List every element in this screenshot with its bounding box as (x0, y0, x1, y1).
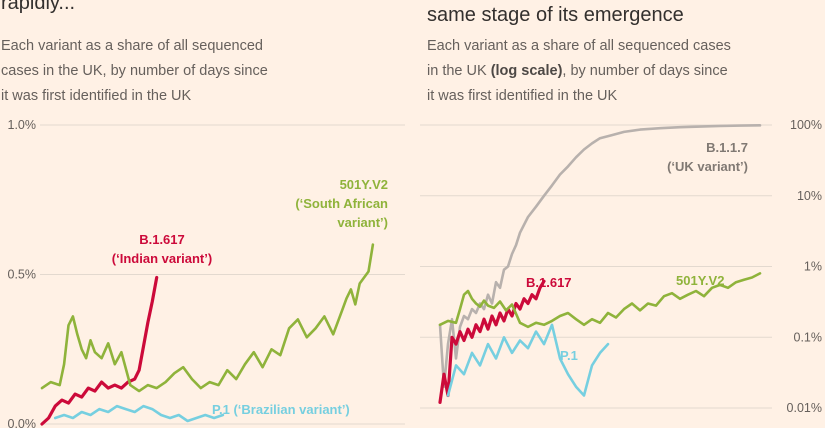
series-label: (‘Indian variant’) (112, 251, 212, 266)
y-tick-label: 0.01% (787, 401, 822, 415)
series-label: 501Y.V2 (340, 177, 388, 192)
left-panel: rapidly... Each variant as a share of al… (0, 0, 410, 428)
series-line-501y-v2 (438, 272, 762, 329)
right-subtitle-text: , by number of days since (562, 63, 728, 79)
series-label: B.1.617 (139, 232, 185, 247)
series-label: B.1.617 (526, 275, 572, 290)
left-subtitle-line: Each variant as a share of all sequenced (1, 38, 263, 54)
series-label: (‘UK variant’) (667, 159, 748, 174)
series-label: 501Y.V2 (676, 273, 724, 288)
y-tick-label: 100% (790, 118, 822, 132)
series-line-p-1 (53, 404, 225, 423)
series-line-501y-v2 (40, 243, 375, 393)
y-tick-label: 0.1% (794, 330, 823, 344)
series-line-b-1-617 (438, 279, 546, 404)
y-tick-label: 0.5% (8, 268, 37, 282)
y-tick-label: 0.0% (8, 417, 37, 428)
left-line-chart: 0.0% 0.5% 1.0% B.1.617 (‘Indian variant’) 501… (8, 118, 405, 428)
left-subtitle-line: cases in the UK, by number of days since (1, 63, 268, 79)
right-chart-title: same stage of its emergence (427, 4, 684, 26)
series-label: P.1 (560, 348, 578, 363)
y-tick-label: 10% (797, 189, 822, 203)
right-line-chart: 0.01% 0.1% 1% 10% 100% B.1.1.7 (‘UK variant’) B… (420, 118, 823, 415)
y-tick-label: 1% (804, 260, 822, 274)
right-subtitle-line: it was first identified in the UK (427, 88, 618, 104)
right-chart-subtitle: Each variant as a share of all sequenced… (427, 34, 731, 109)
right-subtitle-line: in the UK (log scale), by number of days… (427, 59, 731, 84)
y-tick-label: 1.0% (8, 118, 37, 132)
right-panel: same stage of its emergence Each variant… (410, 0, 825, 428)
right-subtitle-line: Each variant as a share of all sequenced… (427, 38, 731, 54)
series-label: P.1 (‘Brazilian variant’) (212, 402, 350, 417)
series-label: (‘South African (295, 196, 388, 211)
series-line-b-1-1-7 (438, 124, 762, 389)
series-line-b-1-617 (40, 275, 159, 426)
series-line-p-1 (446, 323, 610, 397)
left-chart-title: rapidly... (1, 0, 76, 14)
series-label: variant’) (337, 215, 388, 230)
series-label: B.1.1.7 (706, 140, 748, 155)
right-subtitle-text: in the UK (427, 63, 487, 79)
left-chart-subtitle: Each variant as a share of all sequenced… (1, 34, 268, 109)
right-subtitle-log-scale: (log scale) (490, 63, 563, 79)
left-subtitle-line: it was first identified in the UK (1, 88, 192, 104)
